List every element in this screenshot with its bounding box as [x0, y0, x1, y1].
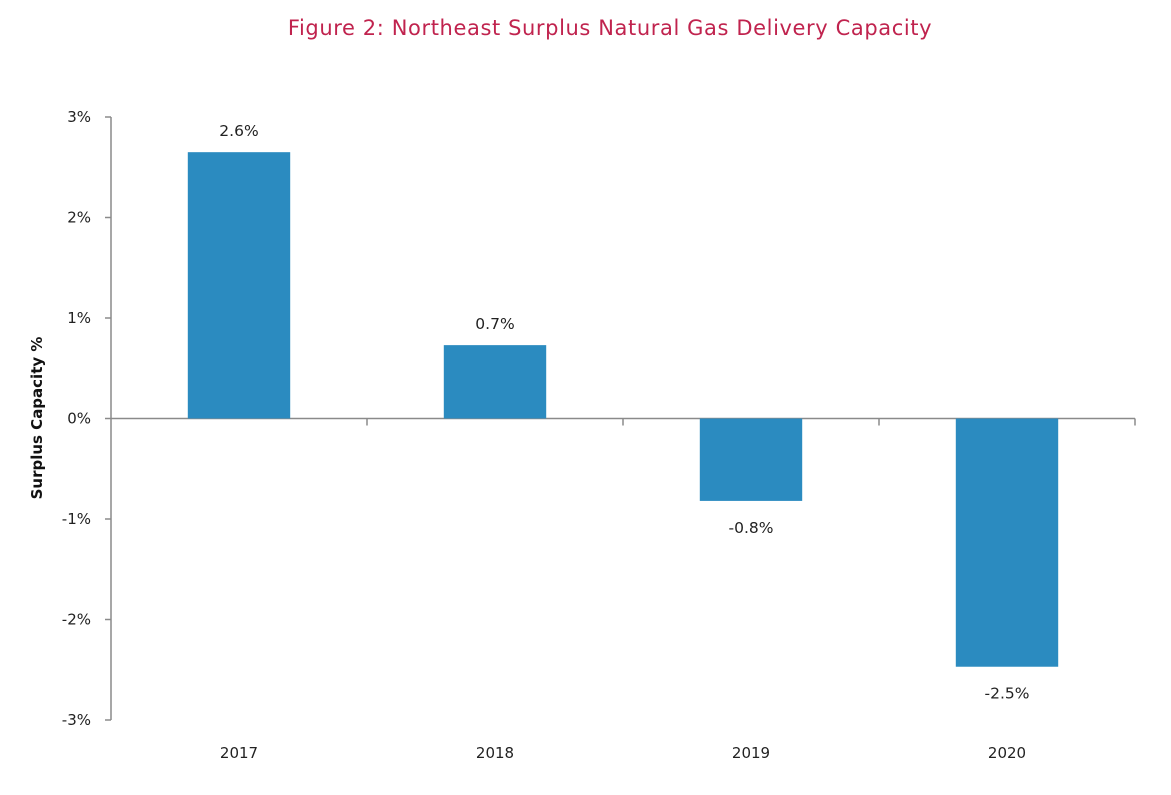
data-labels: 2.6% 0.7% -0.8% -2.5%	[219, 122, 1029, 703]
y-tick-label: -1%	[62, 510, 91, 528]
y-tick-label: 0%	[67, 410, 91, 428]
data-label-2017: 2.6%	[219, 122, 258, 140]
bar-2017	[187, 152, 291, 419]
bar-2018	[443, 345, 547, 419]
y-tick-label: -2%	[62, 611, 91, 629]
bar-2020	[955, 418, 1059, 667]
x-tick-label: 2020	[988, 744, 1026, 762]
data-label-2020: -2.5%	[985, 685, 1030, 703]
data-label-2019: -0.8%	[729, 519, 774, 537]
chart-title: Figure 2: Northeast Surplus Natural Gas …	[287, 16, 933, 40]
x-tick-label: 2019	[732, 744, 770, 762]
x-tick-label: 2018	[476, 744, 514, 762]
y-tick-label: -3%	[62, 711, 91, 729]
y-axis-title: Surplus Capacity %	[28, 337, 46, 500]
y-tick-label: 2%	[67, 209, 91, 227]
y-axis: 3% 2% 1% 0% -1% -2% -3%	[62, 108, 112, 729]
y-tick-label: 3%	[67, 108, 91, 126]
bar-2019	[699, 418, 803, 501]
data-label-2018: 0.7%	[475, 315, 514, 333]
y-tick-label: 1%	[67, 309, 91, 327]
bars	[187, 152, 1059, 667]
x-tick-label: 2017	[220, 744, 258, 762]
